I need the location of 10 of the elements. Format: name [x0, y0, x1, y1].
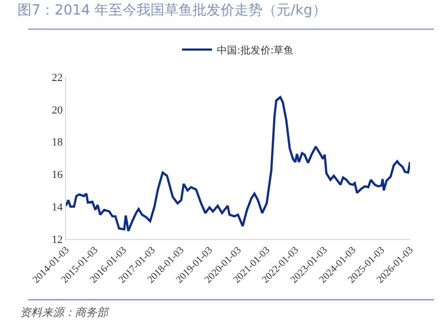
text: 资料来源：商务部 [20, 306, 110, 319]
y-tick-label: 16 [52, 169, 64, 182]
y-tick-label: 20 [52, 104, 64, 116]
y-tick-label: 22 [52, 72, 63, 84]
y-tick-label: 14 [52, 201, 64, 214]
legend-label: 中国:批发价:草鱼 [217, 44, 294, 56]
y-tick-label: 12 [52, 234, 63, 246]
y-tick-label: 18 [52, 136, 64, 149]
line-series [66, 96, 410, 232]
chart-title: 图7：2014 年至今我国草鱼批发价走势（元/kg） [18, 2, 326, 19]
